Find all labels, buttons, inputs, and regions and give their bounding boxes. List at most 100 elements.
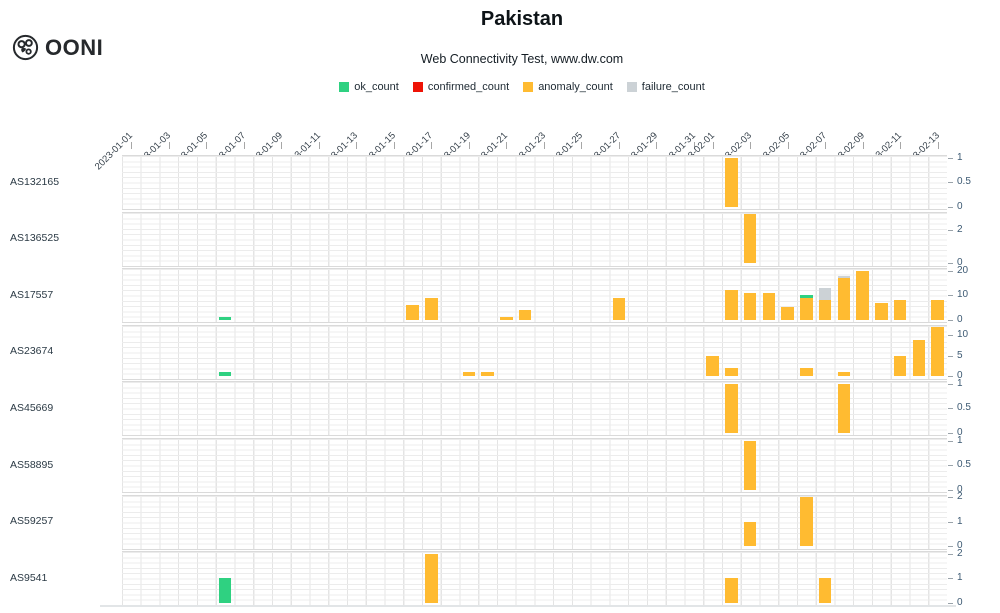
y-axis-tick-label: 1 xyxy=(957,151,963,163)
legend-label-anomaly: anomaly_count xyxy=(538,81,613,93)
anomaly-bar-segment[interactable] xyxy=(762,292,776,320)
anomaly-bar-segment[interactable] xyxy=(875,302,888,320)
x-axis-tick xyxy=(825,142,827,149)
anomaly-bar-segment[interactable] xyxy=(837,372,851,377)
ok-bar-segment[interactable] xyxy=(800,295,813,298)
anomaly-bar-segment[interactable] xyxy=(500,317,513,320)
y-axis-tick xyxy=(948,319,953,321)
chart-legend: ok_count confirmed_count anomaly_count fail… xyxy=(122,81,922,93)
asn-row-label: AS59257 xyxy=(10,515,54,528)
anomaly-bar-segment[interactable] xyxy=(406,305,419,320)
legend-swatch-failure xyxy=(626,82,637,92)
anomaly-bar-segment[interactable] xyxy=(612,297,626,320)
anomaly-bar-segment[interactable] xyxy=(837,278,851,320)
y-axis-tick xyxy=(948,578,953,580)
anomaly-bar-segment[interactable] xyxy=(743,521,757,547)
anomaly-bar-segment[interactable] xyxy=(800,297,813,320)
anomaly-bar-segment[interactable] xyxy=(818,300,832,320)
asn-row-panel-AS136525 xyxy=(122,211,947,267)
y-axis-tick xyxy=(948,206,953,208)
asn-row-label: AS58895 xyxy=(10,458,54,471)
anomaly-bar-segment[interactable] xyxy=(425,553,438,603)
legend-swatch-anomaly xyxy=(523,82,534,92)
asn-row-label: AS132165 xyxy=(10,175,60,188)
y-axis-tick-label: 1 xyxy=(957,377,963,389)
anomaly-bar-segment[interactable] xyxy=(725,290,738,320)
anomaly-bar-segment[interactable] xyxy=(725,157,738,207)
anomaly-bar-segment[interactable] xyxy=(743,292,757,320)
anomaly-bar-segment[interactable] xyxy=(518,309,532,320)
ok-bar-segment[interactable] xyxy=(218,578,232,603)
x-axis-baseline xyxy=(100,605,956,607)
x-axis-tick xyxy=(656,142,658,149)
y-axis-tick-label: 0.5 xyxy=(957,459,971,470)
y-axis-tick xyxy=(948,408,953,410)
y-axis-tick xyxy=(948,465,953,466)
anomaly-bar-segment[interactable] xyxy=(725,578,738,603)
legend-item-anomaly: anomaly_count xyxy=(523,81,613,93)
asn-row-panel-AS132165 xyxy=(122,155,947,210)
x-axis-tick xyxy=(168,142,170,149)
anomaly-bar-segment[interactable] xyxy=(800,497,813,547)
legend-item-confirmed: confirmed_count xyxy=(412,81,510,93)
asn-row-label: AS23674 xyxy=(10,345,54,358)
asn-row-label: AS136525 xyxy=(10,232,60,245)
anomaly-bar-segment[interactable] xyxy=(462,372,476,377)
anomaly-bar-segment[interactable] xyxy=(425,297,438,320)
anomaly-bar-segment[interactable] xyxy=(706,355,719,377)
failure-bar-segment[interactable] xyxy=(837,275,851,279)
anomaly-bar-segment[interactable] xyxy=(725,383,738,433)
anomaly-bar-segment[interactable] xyxy=(781,307,794,320)
y-axis-tick-label: 0 xyxy=(957,426,963,438)
y-axis-tick-label: 10 xyxy=(957,289,969,301)
asn-row-label: AS17557 xyxy=(10,288,54,301)
asn-row-label: AS9541 xyxy=(10,571,48,584)
anomaly-bar-segment[interactable] xyxy=(818,578,832,603)
x-axis-tick xyxy=(468,142,470,149)
asn-row-panel-AS59257 xyxy=(122,494,947,550)
x-axis-tick xyxy=(712,142,714,149)
anomaly-bar-segment[interactable] xyxy=(837,383,851,433)
asn-row-panel-AS23674 xyxy=(122,324,947,380)
legend-swatch-ok xyxy=(339,82,350,92)
ok-bar-segment[interactable] xyxy=(218,372,232,377)
y-axis-tick xyxy=(948,553,953,555)
y-axis-tick xyxy=(948,497,953,499)
y-axis-tick xyxy=(948,602,953,604)
x-axis-tick xyxy=(581,142,583,149)
x-axis-tick xyxy=(937,142,939,149)
anomaly-bar-segment[interactable] xyxy=(481,372,494,377)
failure-bar-segment[interactable] xyxy=(818,287,832,301)
anomaly-bar-segment[interactable] xyxy=(893,300,907,320)
legend-label-confirmed: confirmed_count xyxy=(427,81,510,93)
anomaly-bar-segment[interactable] xyxy=(743,214,757,264)
y-axis-tick xyxy=(948,440,953,442)
y-axis-tick xyxy=(948,376,953,378)
x-axis-tick xyxy=(431,142,433,149)
y-axis-tick-label: 0 xyxy=(957,257,963,269)
anomaly-bar-segment[interactable] xyxy=(800,368,813,377)
legend-swatch-confirmed xyxy=(412,82,423,92)
y-axis-tick-label: 0 xyxy=(957,200,963,212)
ok-bar-segment[interactable] xyxy=(218,317,232,320)
x-axis-tick xyxy=(281,142,283,149)
x-axis-tick xyxy=(206,142,208,149)
y-axis-tick-label: 1 xyxy=(957,434,963,446)
anomaly-bar-segment[interactable] xyxy=(912,339,926,377)
y-axis-tick-label: 1 xyxy=(957,572,963,584)
anomaly-bar-segment[interactable] xyxy=(893,355,907,377)
x-axis-tick xyxy=(318,142,320,149)
x-axis-tick xyxy=(543,142,545,149)
y-axis-tick xyxy=(948,335,953,337)
y-axis-tick xyxy=(948,295,953,297)
ooni-logo-icon xyxy=(12,34,39,61)
anomaly-bar-segment[interactable] xyxy=(931,327,944,377)
anomaly-bar-segment[interactable] xyxy=(725,368,738,377)
y-axis-tick xyxy=(948,182,953,183)
anomaly-bar-segment[interactable] xyxy=(743,440,757,490)
y-axis-tick-label: 0 xyxy=(957,370,963,382)
anomaly-bar-segment[interactable] xyxy=(856,270,869,320)
y-axis-tick xyxy=(948,270,953,272)
anomaly-bar-segment[interactable] xyxy=(931,300,944,320)
legend-label-failure: failure_count xyxy=(641,81,705,93)
